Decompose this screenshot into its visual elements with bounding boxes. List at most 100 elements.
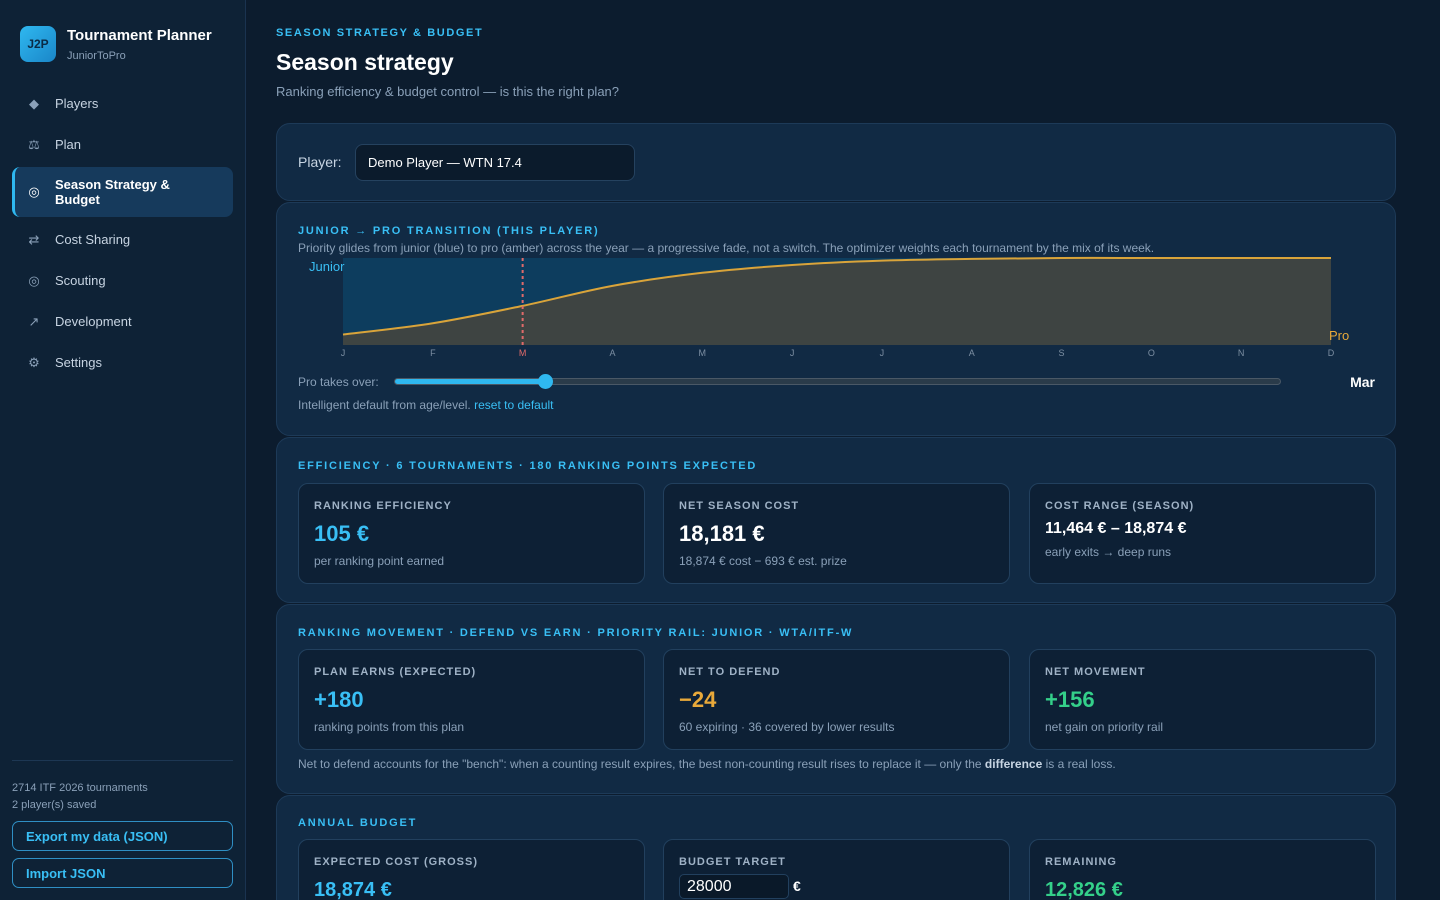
player-select[interactable]: Demo Player — WTN 17.4 [355, 144, 635, 181]
sidebar-item-cost-sharing[interactable]: ⇄ Cost Sharing [12, 219, 233, 260]
metric-value: −24 [679, 687, 717, 712]
sidebar-item-label: Players [55, 96, 99, 111]
cost-range-metric: COST RANGE (SEASON) 11,464 € – 18,874 € … [1029, 483, 1376, 584]
metric-label: NET MOVEMENT [1045, 666, 1146, 678]
efficiency-card: EFFICIENCY · 6 TOURNAMENTS · 180 RANKING… [276, 437, 1396, 603]
month-tick-label: N [1238, 348, 1245, 358]
app-title: Tournament Planner [67, 26, 212, 44]
brand[interactable]: J2P Tournament Planner JuniorToPro [20, 26, 212, 62]
budget-unit: € [793, 878, 801, 894]
sidebar-stats: 2714 ITF 2026 tournaments 2 player(s) sa… [12, 780, 148, 814]
diamond-icon: ◆ [29, 95, 39, 111]
metric-value: +156 [1045, 687, 1095, 712]
budget-target-metric: BUDGET TARGET 28000 € [663, 839, 1010, 900]
transition-title: JUNIOR → PRO TRANSITION (THIS PLAYER) [298, 225, 600, 237]
hint-text: Intelligent default from age/level. [298, 398, 471, 412]
remaining-metric: REMAINING 12,826 € [1029, 839, 1376, 900]
net-season-cost-metric: NET SEASON COST 18,181 € 18,874 € cost −… [663, 483, 1010, 584]
page-title: Season strategy [276, 49, 454, 75]
expected-cost-metric: EXPECTED COST (GROSS) 18,874 € [298, 839, 645, 900]
budget-target-input[interactable]: 28000 [679, 874, 789, 899]
month-tick-label: F [430, 348, 436, 358]
sidebar-nav: ◆ Players ⚖ Plan ◎ Season Strategy & Bud… [12, 83, 233, 383]
slider-value: Mar [1350, 374, 1375, 390]
metric-label: REMAINING [1045, 856, 1117, 868]
reset-default-link[interactable]: reset to default [474, 398, 554, 412]
defend-note: Net to defend accounts for the "bench": … [298, 757, 1116, 771]
junior-series-label: Junior [309, 259, 345, 274]
note-text-end: is a real loss. [1045, 757, 1116, 771]
metric-sub: net gain on priority rail [1045, 720, 1164, 734]
month-tick-label: S [1059, 348, 1065, 358]
ranking-efficiency-metric: RANKING EFFICIENCY 105 € per ranking poi… [298, 483, 645, 584]
budget-card: ANNUAL BUDGET EXPECTED COST (GROSS) 18,8… [276, 795, 1396, 900]
sidebar-item-settings[interactable]: ⚙ Settings [12, 342, 233, 383]
sidebar-divider [12, 760, 233, 761]
page-eyebrow: SEASON STRATEGY & BUDGET [276, 27, 484, 39]
default-hint: Intelligent default from age/level. rese… [298, 398, 554, 412]
month-tick-label: M [699, 348, 707, 358]
sidebar-item-label: Season Strategy & Budget [55, 177, 170, 207]
player-card: Player: Demo Player — WTN 17.4 [276, 123, 1396, 201]
sidebar-item-development[interactable]: ↗ Development [12, 301, 233, 342]
month-tick-label: J [341, 348, 346, 358]
metric-value: 105 € [314, 521, 370, 546]
month-tick-label: J [880, 348, 885, 358]
metric-value: 18,874 € [314, 879, 392, 900]
month-tick-label: M [519, 348, 527, 358]
pro-series-label: Pro [1329, 328, 1349, 343]
sidebar-item-label: Settings [55, 355, 102, 370]
metric-value: 11,464 € – 18,874 € [1045, 520, 1187, 537]
tournament-count: 2714 ITF 2026 tournaments [12, 782, 148, 794]
sidebar-item-label: Scouting [55, 273, 106, 288]
app-logo: J2P [20, 26, 56, 62]
pro-takeover-slider[interactable] [394, 374, 1281, 389]
pro-curve [342, 256, 1331, 336]
player-label: Player: [298, 154, 342, 170]
sidebar-item-players[interactable]: ◆ Players [12, 83, 233, 124]
metric-value: 18,181 € [679, 521, 765, 546]
transition-card: JUNIOR → PRO TRANSITION (THIS PLAYER) Pr… [276, 202, 1396, 436]
ranking-title: RANKING MOVEMENT · DEFEND VS EARN · PRIO… [298, 627, 854, 639]
sidebar-item-label: Plan [55, 137, 82, 152]
export-data-button[interactable]: Export my data (JSON) [12, 821, 233, 851]
budget-title: ANNUAL BUDGET [298, 817, 418, 829]
transition-chart: Junior Pro J F M A M J J A S O N D [309, 256, 1349, 358]
note-text: Net to defend accounts for the "bench": … [298, 757, 982, 771]
pro-area [343, 257, 1331, 345]
target-icon: ◎ [28, 184, 40, 199]
import-json-button[interactable]: Import JSON [12, 858, 233, 888]
sidebar-item-season-strategy[interactable]: ◎ Season Strategy & Budget [12, 167, 233, 217]
metric-label: PLAN EARNS (EXPECTED) [314, 666, 477, 678]
net-to-defend-metric: NET TO DEFEND −24 60 expiring · 36 cover… [663, 649, 1010, 750]
metric-label: NET TO DEFEND [679, 666, 781, 678]
swap-icon: ⇄ [28, 231, 40, 247]
metric-label: COST RANGE (SEASON) [1045, 500, 1195, 512]
slider-thumb[interactable] [538, 374, 554, 389]
plan-earns-metric: PLAN EARNS (EXPECTED) +180 ranking point… [298, 649, 645, 750]
metric-value: 12,826 € [1045, 879, 1123, 900]
trend-up-icon: ↗ [28, 313, 40, 329]
sidebar: J2P Tournament Planner JuniorToPro ◆ Pla… [0, 0, 246, 900]
metric-sub: per ranking point earned [314, 554, 445, 568]
players-saved: 2 player(s) saved [12, 799, 97, 811]
metric-sub: 60 expiring · 36 covered by lower result… [679, 720, 895, 734]
metric-label: EXPECTED COST (GROSS) [314, 856, 479, 868]
sidebar-item-plan[interactable]: ⚖ Plan [12, 124, 233, 165]
month-tick-label: A [609, 348, 615, 358]
metric-sub: 18,874 € cost − 693 € est. prize [679, 554, 847, 568]
gear-icon: ⚙ [28, 354, 40, 370]
scale-icon: ⚖ [28, 136, 40, 152]
radar-icon: ◎ [28, 272, 40, 288]
metric-value: +180 [314, 687, 364, 712]
metric-label: RANKING EFFICIENCY [314, 500, 452, 512]
month-tick-label: D [1328, 348, 1335, 358]
sidebar-item-scouting[interactable]: ◎ Scouting [12, 260, 233, 301]
page-subtitle: Ranking efficiency & budget control — is… [276, 84, 620, 99]
month-tick-label: A [969, 348, 975, 358]
net-movement-metric: NET MOVEMENT +156 net gain on priority r… [1029, 649, 1376, 750]
sidebar-item-label: Development [55, 314, 132, 329]
slider-label: Pro takes over: [298, 375, 379, 389]
ranking-card: RANKING MOVEMENT · DEFEND VS EARN · PRIO… [276, 604, 1396, 794]
month-tick-label: J [790, 348, 795, 358]
